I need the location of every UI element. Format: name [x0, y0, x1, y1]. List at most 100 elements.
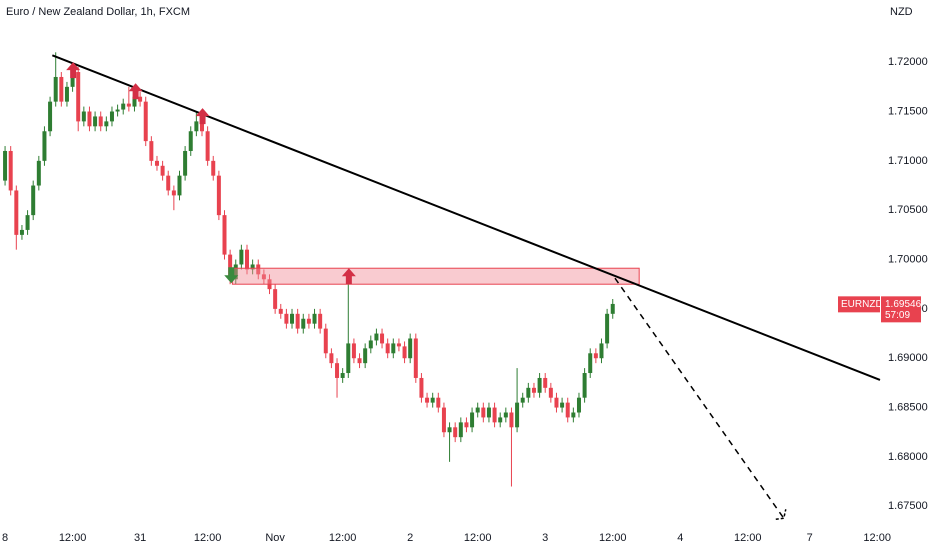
- x-tick-label: 12:00: [734, 532, 762, 544]
- candle-body: [194, 121, 199, 132]
- candle-body: [605, 313, 610, 344]
- candle-body: [115, 109, 120, 112]
- x-tick-label: 12:00: [464, 532, 492, 544]
- candle-body: [340, 373, 345, 378]
- candle-body: [475, 407, 480, 413]
- candle-body: [537, 377, 542, 393]
- candle-body: [419, 377, 424, 398]
- x-tick-label: 4: [677, 532, 683, 544]
- candle-body: [560, 402, 565, 408]
- candle-body: [121, 103, 126, 110]
- candle-body: [273, 289, 278, 309]
- candle-body: [295, 313, 300, 329]
- candle-body: [48, 101, 53, 132]
- candle-body: [447, 427, 452, 433]
- candle-body: [301, 318, 306, 329]
- candle-body: [588, 353, 593, 374]
- candle-body: [464, 422, 469, 428]
- candle-body: [205, 131, 210, 161]
- trend-line: [51, 54, 881, 381]
- x-tick-label: 12:00: [599, 532, 627, 544]
- candle-body: [329, 353, 334, 364]
- candle-body: [216, 175, 221, 216]
- candle-body: [526, 387, 531, 398]
- symbol-label: EURNZD: [841, 299, 883, 310]
- signal-arrow: [66, 62, 81, 79]
- candle-body: [306, 318, 311, 324]
- candle-body: [98, 116, 103, 127]
- candle-body: [363, 348, 368, 364]
- candle-body: [233, 264, 238, 280]
- y-tick-label: 1.70000: [888, 253, 928, 265]
- candle-body: [543, 377, 548, 388]
- candle-body: [278, 308, 283, 314]
- candle-body: [183, 150, 188, 176]
- x-tick-label: 7: [807, 532, 813, 544]
- candle-body: [149, 141, 154, 161]
- signal-arrow: [224, 267, 239, 284]
- x-tick-label: 31: [134, 532, 146, 544]
- candle-body: [554, 397, 559, 408]
- candle-body: [160, 165, 165, 176]
- symbol-tag: [838, 296, 880, 313]
- candle-body: [31, 185, 36, 216]
- candle-body: [87, 111, 92, 127]
- y-axis-label: NZD: [890, 6, 913, 18]
- candle-body: [318, 313, 323, 329]
- candle-body: [335, 363, 340, 378]
- candle-body: [385, 343, 390, 354]
- candle-body: [14, 190, 19, 235]
- x-tick-label: 2: [407, 532, 413, 544]
- candle-body: [109, 111, 114, 122]
- candle-body: [509, 412, 514, 428]
- candle-body: [593, 353, 598, 359]
- candle-body: [531, 387, 536, 393]
- candle-body: [582, 373, 587, 398]
- projection-line: [614, 277, 785, 519]
- candle-body: [492, 407, 497, 423]
- candle-body: [402, 346, 407, 359]
- candle-body: [256, 264, 261, 275]
- resistance-zone: [231, 267, 640, 285]
- candle-body: [211, 160, 216, 176]
- candle-body: [171, 190, 176, 196]
- candle-body: [36, 160, 41, 186]
- candle-body: [430, 397, 435, 403]
- candle-body: [81, 111, 86, 122]
- candle-body: [8, 150, 13, 191]
- x-tick-label: 12:00: [194, 532, 222, 544]
- y-tick-label: 1.71500: [888, 105, 928, 117]
- candle-body: [323, 328, 328, 354]
- candle-body: [222, 215, 227, 255]
- candle-body: [250, 264, 255, 270]
- candle-body: [93, 116, 98, 127]
- x-tick-label: 12:00: [59, 532, 87, 544]
- candle-body: [481, 407, 486, 418]
- projection-arrowhead: [775, 509, 787, 521]
- candle-body: [436, 397, 441, 408]
- candle-body: [470, 412, 475, 428]
- x-tick-label: 12:00: [863, 532, 891, 544]
- candle-body: [413, 338, 418, 378]
- candle-body: [565, 402, 570, 418]
- candle-body: [391, 343, 396, 354]
- candle-body: [548, 387, 553, 398]
- candle-body: [59, 76, 64, 102]
- candle-body: [188, 131, 193, 151]
- candle-body: [576, 397, 581, 413]
- candle-body: [290, 313, 295, 324]
- candle-body: [599, 343, 604, 359]
- y-tick-label: 1.70500: [888, 204, 928, 216]
- candle-body: [3, 150, 8, 181]
- candle-body: [143, 101, 148, 142]
- candle-body: [126, 103, 131, 107]
- candle-body: [374, 333, 379, 341]
- candle-body: [380, 333, 385, 344]
- candle-body: [70, 72, 75, 87]
- candle-body: [138, 96, 143, 102]
- chart-title: Euro / New Zealand Dollar, 1h, FXCM: [6, 6, 190, 18]
- candle-body: [441, 407, 446, 433]
- candle-body: [245, 249, 250, 270]
